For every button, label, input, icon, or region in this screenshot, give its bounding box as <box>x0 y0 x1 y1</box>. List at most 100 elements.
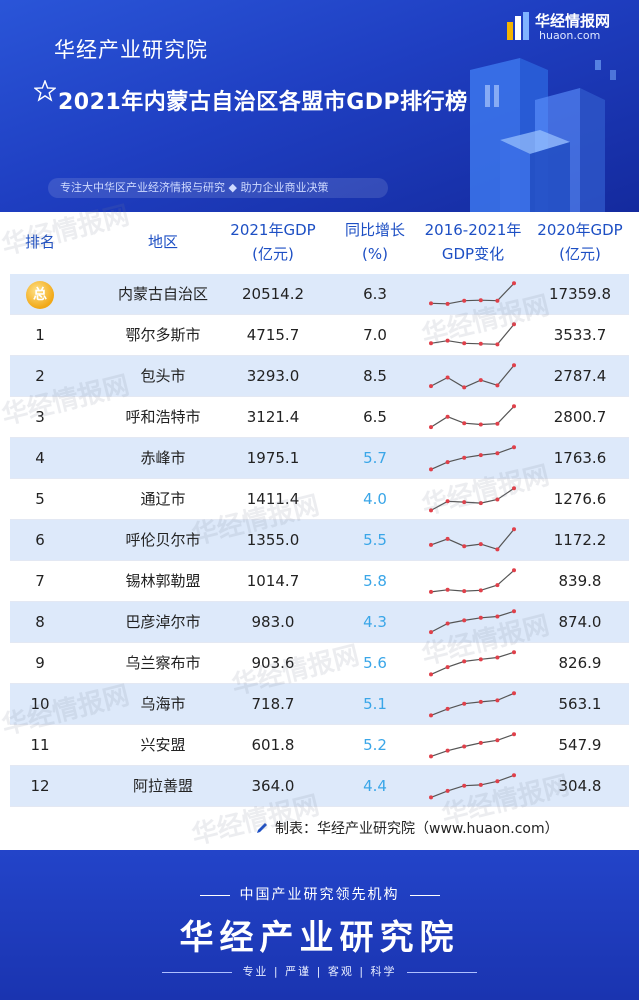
trend-sparkline <box>429 527 516 552</box>
trend-point <box>478 657 483 662</box>
table-row: 12 阿拉善盟 364.0 4.4 304.8 <box>10 766 629 807</box>
trend-point <box>445 338 450 343</box>
trend-point <box>495 779 500 784</box>
trend-sparkline <box>429 650 516 677</box>
rank-cell: 12 <box>30 777 50 795</box>
trend-point <box>512 650 516 655</box>
region-cell: 包头市 <box>140 367 186 385</box>
trend-line <box>430 282 515 305</box>
gdp2020-cell: 826.9 <box>558 654 602 672</box>
gdp2021-cell: 20514.2 <box>241 285 305 303</box>
region-cell: 锡林郭勒盟 <box>125 572 201 590</box>
trend-point <box>445 499 450 504</box>
region-cell: 乌海市 <box>140 695 186 713</box>
table-body: 总 内蒙古自治区 20514.2 6.3 17359.8 1 鄂尔多斯市 4715.7 7.0 3… <box>10 274 629 807</box>
trend-point <box>445 706 450 711</box>
table-row: 11 兴安盟 601.8 5.2 547.9 <box>10 725 629 766</box>
region-cell: 赤峰市 <box>140 449 186 467</box>
trend-sparkline-cell <box>420 520 525 561</box>
trend-point <box>429 754 433 759</box>
trend-line <box>430 610 515 633</box>
rank-cell: 总 <box>10 274 70 315</box>
gdp2021-cell: 1014.7 <box>246 572 300 590</box>
trend-point <box>512 363 516 368</box>
trend-sparkline-cell <box>420 274 525 315</box>
region-cell: 呼伦贝尔市 <box>125 531 201 549</box>
rank-cell: 11 <box>30 736 50 754</box>
trend-line <box>430 733 515 757</box>
trend-line <box>430 446 515 470</box>
rank-cell: 10 <box>30 695 50 713</box>
gdp2020-cell: 2787.4 <box>553 367 607 385</box>
header-gdp2021-line2: (亿元) <box>252 245 294 263</box>
trend-point <box>478 740 483 745</box>
gdp2020-cell: 1172.2 <box>553 531 607 549</box>
rank-cell: 5 <box>35 490 45 508</box>
trend-point <box>512 732 516 737</box>
trend-point <box>512 281 516 286</box>
gdp2021-cell: 4715.7 <box>246 326 300 344</box>
trend-point <box>512 568 516 573</box>
growth-cell: 4.3 <box>363 613 387 631</box>
growth-cell: 7.0 <box>363 326 387 344</box>
growth-cell: 5.8 <box>363 572 387 590</box>
trend-point <box>429 425 433 430</box>
trend-point <box>462 298 467 303</box>
trend-point <box>429 630 433 635</box>
region-cell: 呼和浩特市 <box>125 408 201 426</box>
table-row: 总 内蒙古自治区 20514.2 6.3 17359.8 <box>10 274 629 315</box>
trend-point <box>478 542 483 547</box>
trend-point <box>478 588 483 593</box>
trend-line <box>430 323 515 345</box>
trend-point <box>478 501 483 506</box>
trend-sparkline-cell <box>420 356 525 397</box>
trend-point <box>445 748 450 753</box>
trend-point <box>495 383 500 388</box>
header-region: 地区 <box>147 233 178 251</box>
trend-point <box>512 691 516 696</box>
trend-point <box>495 738 500 743</box>
gdp2021-cell: 983.0 <box>251 613 295 631</box>
logo-name: 华经情报网 <box>535 12 611 30</box>
region-cell: 通辽市 <box>140 490 186 508</box>
trend-point <box>462 500 467 505</box>
gdp2021-cell: 364.0 <box>251 777 295 795</box>
growth-cell: 4.4 <box>363 777 387 795</box>
gdp2020-cell: 17359.8 <box>548 285 612 303</box>
gdp2021-cell: 601.8 <box>251 736 295 754</box>
trend-sparkline <box>429 691 516 718</box>
region-cell: 鄂尔多斯市 <box>125 326 201 344</box>
header-trend: 2016-2021年 GDP变化 <box>414 218 532 266</box>
trend-point <box>495 547 500 552</box>
trend-line <box>430 569 515 593</box>
table-row: 10 乌海市 718.7 5.1 563.1 <box>10 684 629 725</box>
trend-point <box>445 621 450 626</box>
city-buildings-icon <box>470 58 616 212</box>
logo-bars-icon <box>505 12 531 40</box>
trend-point <box>462 589 467 594</box>
gdp2020-cell: 304.8 <box>558 777 602 795</box>
trend-point <box>429 795 433 800</box>
region-cell: 内蒙古自治区 <box>117 285 208 303</box>
trend-point <box>462 421 467 426</box>
trend-point <box>512 404 516 409</box>
trend-line <box>430 405 515 428</box>
trend-sparkline <box>429 732 516 759</box>
header-gdp2020-line2: (亿元) <box>559 245 601 263</box>
trend-sparkline-cell <box>420 725 525 766</box>
region-cell: 阿拉善盟 <box>132 777 193 795</box>
source-note: 制表：华经产业研究院（www.huaon.com） <box>255 818 559 838</box>
trend-point <box>429 384 433 389</box>
trend-point <box>478 699 483 704</box>
trend-sparkline-cell <box>420 684 525 725</box>
page-title: 2021年内蒙古自治区各盟市GDP排行榜 <box>58 90 468 115</box>
table-row: 3 呼和浩特市 3121.4 6.5 2800.7 <box>10 397 629 438</box>
gdp2021-cell: 1975.1 <box>246 449 300 467</box>
gdp2020-cell: 874.0 <box>558 613 602 631</box>
trend-sparkline-cell <box>420 766 525 807</box>
table-row: 5 通辽市 1411.4 4.0 1276.6 <box>10 479 629 520</box>
gdp2021-cell: 718.7 <box>251 695 295 713</box>
trend-point <box>478 422 483 427</box>
gdp2020-cell: 547.9 <box>558 736 602 754</box>
trend-point <box>462 341 467 346</box>
